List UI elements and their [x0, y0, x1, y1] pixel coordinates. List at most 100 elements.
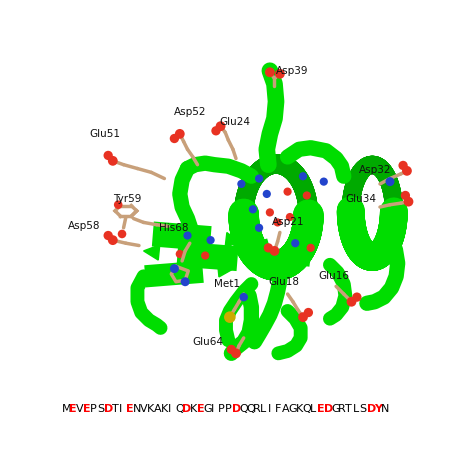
Point — [305, 309, 312, 316]
Text: Met1: Met1 — [214, 279, 240, 289]
Text: I: I — [267, 404, 271, 414]
Point — [271, 247, 278, 255]
Point — [299, 313, 307, 321]
Point — [207, 237, 214, 244]
Text: E: E — [69, 404, 77, 414]
Text: G: G — [331, 404, 340, 414]
Text: Tyr59: Tyr59 — [113, 194, 141, 204]
Point — [109, 157, 117, 164]
Text: Glu16: Glu16 — [319, 271, 349, 282]
Text: Q: Q — [303, 404, 311, 414]
Text: I: I — [118, 404, 122, 414]
Text: K: K — [190, 404, 197, 414]
Text: P: P — [225, 404, 232, 414]
Point — [184, 232, 191, 239]
Text: K: K — [147, 404, 154, 414]
Text: Y: Y — [374, 404, 382, 414]
Text: A: A — [154, 404, 162, 414]
Point — [109, 237, 117, 244]
Point — [276, 70, 283, 78]
Text: M: M — [62, 404, 72, 414]
Point — [171, 265, 178, 273]
Text: L: L — [352, 404, 359, 414]
Point — [201, 252, 209, 259]
Text: N: N — [133, 404, 141, 414]
Text: K: K — [296, 404, 303, 414]
Point — [266, 209, 273, 216]
Point — [176, 250, 183, 258]
Text: E: E — [317, 404, 325, 414]
Point — [104, 152, 112, 159]
Point — [307, 244, 314, 252]
Point — [176, 130, 183, 137]
Text: D: D — [232, 404, 241, 414]
Point — [348, 298, 356, 306]
Point — [114, 201, 122, 209]
Text: Glu24: Glu24 — [219, 117, 250, 127]
Text: K: K — [161, 404, 168, 414]
Point — [182, 278, 189, 285]
Point — [249, 206, 257, 213]
Text: V: V — [140, 404, 147, 414]
Text: Asp52: Asp52 — [174, 107, 207, 118]
Point — [263, 190, 271, 198]
Text: E: E — [126, 404, 133, 414]
Point — [292, 239, 299, 247]
Text: I: I — [168, 404, 172, 414]
Text: D: D — [366, 404, 376, 414]
Text: L: L — [260, 404, 266, 414]
Text: P: P — [91, 404, 97, 414]
Text: G: G — [204, 404, 212, 414]
Point — [266, 68, 273, 76]
Point — [217, 122, 224, 130]
Text: Glu64: Glu64 — [193, 337, 224, 347]
Point — [171, 135, 178, 142]
Text: R: R — [253, 404, 261, 414]
Text: F: F — [274, 404, 281, 414]
Text: Q: Q — [175, 404, 184, 414]
Text: D: D — [104, 404, 114, 414]
Point — [118, 230, 126, 238]
Point — [401, 191, 409, 199]
Point — [403, 167, 411, 174]
Text: T: T — [346, 404, 352, 414]
Point — [299, 173, 307, 180]
Point — [303, 191, 310, 199]
Text: L: L — [310, 404, 316, 414]
Text: A: A — [282, 404, 289, 414]
Text: Glu18: Glu18 — [268, 277, 300, 288]
Polygon shape — [225, 233, 239, 248]
Point — [228, 346, 235, 353]
Text: S: S — [97, 404, 105, 414]
Text: Q: Q — [246, 404, 255, 414]
Text: Glu51: Glu51 — [90, 129, 121, 139]
Text: G: G — [289, 404, 297, 414]
Point — [274, 219, 282, 226]
Text: T: T — [111, 404, 118, 414]
Point — [320, 178, 328, 185]
Text: Asp32: Asp32 — [359, 165, 392, 175]
Text: Asp21: Asp21 — [272, 218, 305, 228]
Point — [212, 127, 220, 135]
Point — [284, 188, 292, 195]
Text: V: V — [76, 404, 84, 414]
Polygon shape — [144, 245, 160, 260]
Text: E: E — [83, 404, 91, 414]
Text: His68: His68 — [159, 223, 189, 233]
Point — [226, 313, 234, 321]
Point — [232, 349, 240, 357]
Text: D: D — [324, 404, 333, 414]
Point — [286, 213, 294, 221]
Polygon shape — [218, 264, 234, 277]
Text: D: D — [182, 404, 191, 414]
Text: Asp58: Asp58 — [68, 221, 100, 231]
Text: N: N — [381, 404, 389, 414]
Point — [264, 244, 272, 252]
Text: I: I — [211, 404, 214, 414]
Text: Q: Q — [239, 404, 248, 414]
Point — [353, 293, 361, 301]
Point — [255, 175, 263, 182]
Text: S: S — [359, 404, 366, 414]
Point — [237, 180, 245, 188]
Text: R: R — [338, 404, 346, 414]
